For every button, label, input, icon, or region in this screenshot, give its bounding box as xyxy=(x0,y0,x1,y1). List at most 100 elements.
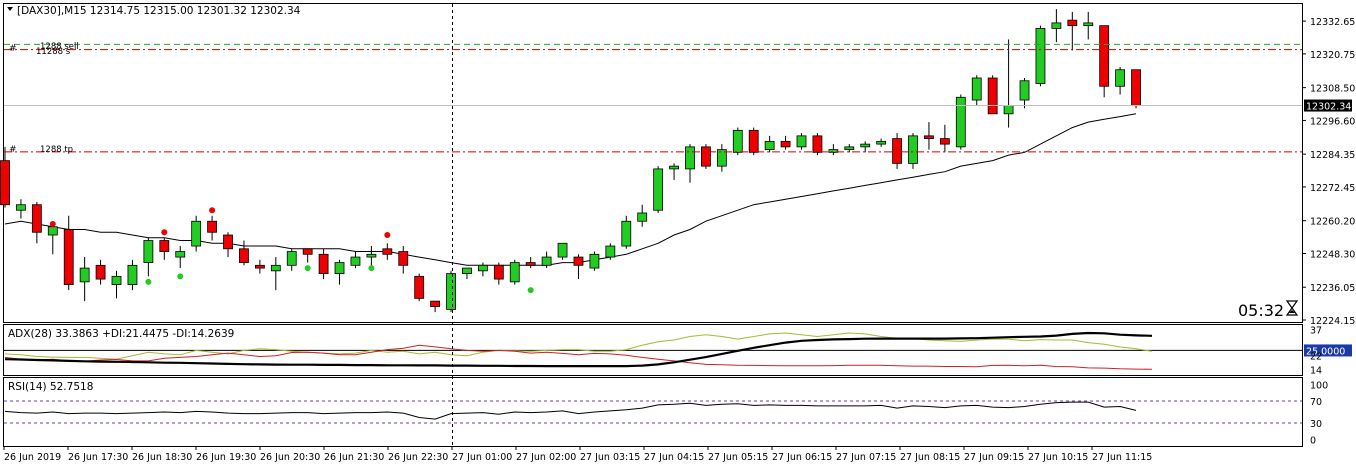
candle-body xyxy=(239,248,249,263)
time-label-7: 27 Jun 01:00 xyxy=(452,452,512,463)
candle-body xyxy=(955,96,966,148)
candle-body xyxy=(971,77,982,101)
rsi-tick-label-0: 100 xyxy=(1310,381,1328,392)
adx-tick-label-3: 14 xyxy=(1310,366,1322,377)
candle-body xyxy=(493,264,504,280)
candle-body xyxy=(398,251,409,266)
candle-body xyxy=(318,253,329,274)
candle-body xyxy=(111,275,122,286)
current-price-label: 12302.34 xyxy=(1306,102,1351,113)
adx-tick-label-2: 22 xyxy=(1310,352,1322,363)
candle-body xyxy=(892,138,902,164)
candle-body xyxy=(47,226,58,236)
price-tick-label-2: 12308.50 xyxy=(1310,84,1355,95)
time-label-5: 26 Jun 21:30 xyxy=(324,452,384,463)
current-price-badge xyxy=(1304,99,1352,112)
candle-body xyxy=(764,140,775,151)
candle-body xyxy=(254,264,265,269)
candle-body xyxy=(286,251,297,266)
candle-body xyxy=(1099,25,1110,87)
horizontal-lines-layer: 12302.34 xyxy=(4,43,1352,153)
adx-level-badge xyxy=(1304,344,1352,357)
candle-body xyxy=(462,267,472,274)
tp-line-hash: # xyxy=(9,145,17,155)
candle-body xyxy=(987,77,998,115)
time-label-4: 26 Jun 20:30 xyxy=(260,452,320,463)
adx-line xyxy=(4,331,1153,368)
time-axis-layer: 26 Jun 2019 26 Jun 17:30 26 Jun 18:30 26 Ju… xyxy=(3,446,1152,463)
time-label-8: 27 Jun 02:00 xyxy=(516,452,576,463)
candle-body xyxy=(270,264,281,272)
rsi-line xyxy=(4,401,1137,420)
price-tick-label-5: 12272.45 xyxy=(1310,183,1355,194)
candle-body xyxy=(685,146,695,170)
minus-di-line xyxy=(4,332,1153,360)
candle-body xyxy=(812,135,823,153)
buy-signal-dot xyxy=(177,273,184,280)
candle-body xyxy=(1035,28,1046,84)
rsi-tick-label-2: 30 xyxy=(1310,419,1322,430)
candle-body xyxy=(350,256,361,266)
sell-signal-dot xyxy=(209,207,216,214)
buy-signal-dot xyxy=(368,265,375,272)
candle-body xyxy=(1051,22,1062,29)
candle-body xyxy=(79,267,90,283)
time-label-16: 27 Jun 10:15 xyxy=(1028,452,1088,463)
candle-body xyxy=(191,220,202,247)
candle-body xyxy=(334,262,345,274)
candle-body xyxy=(939,138,950,145)
dropdown-triangle-icon[interactable] xyxy=(7,7,13,11)
candle-body xyxy=(382,248,393,255)
price-tick-label-7: 12248.30 xyxy=(1310,249,1355,260)
candle-body xyxy=(446,273,456,310)
time-label-0: 26 Jun 2019 xyxy=(4,452,61,463)
candle-body xyxy=(302,248,313,255)
candle-body xyxy=(732,129,743,153)
candle-body xyxy=(430,300,441,308)
sell-signal-dot xyxy=(161,229,168,236)
candle-body xyxy=(63,229,74,286)
adx-panel-header: ADX(28) 33.3863 +DI:21.4475 -DI:14.2639 xyxy=(8,328,234,340)
plus-di-line xyxy=(4,344,1153,370)
price-tick-label-1: 12320.75 xyxy=(1310,50,1355,61)
candle-body xyxy=(796,135,807,148)
buy-signal-dot xyxy=(145,278,152,285)
candles-layer xyxy=(0,9,1141,313)
candle-body xyxy=(573,256,584,266)
time-label-2: 26 Jun 18:30 xyxy=(132,452,192,463)
time-label-3: 26 Jun 19:30 xyxy=(196,452,256,463)
rsi-panel-frame xyxy=(3,377,1303,447)
candle-body xyxy=(366,253,377,258)
candle-body xyxy=(589,253,600,269)
candle-body xyxy=(557,242,568,258)
sell-signal-dot xyxy=(384,232,391,239)
candle-body xyxy=(828,149,839,153)
time-label-14: 27 Jun 08:15 xyxy=(900,452,960,463)
price-axis-layer: 12332.65 12320.75 12308.50 12296.60 12284.35… xyxy=(1302,17,1355,327)
candle-body xyxy=(31,204,42,233)
candle-body xyxy=(1019,80,1030,101)
time-label-10: 27 Jun 04:15 xyxy=(644,452,704,463)
rsi-panel-header: RSI(14) 52.7518 xyxy=(8,381,93,393)
candle-body xyxy=(653,168,664,211)
buy-signal-dot xyxy=(527,287,534,294)
price-tick-label-6: 12260.20 xyxy=(1310,217,1355,228)
time-label-1: 26 Jun 17:30 xyxy=(68,452,128,463)
candle-body xyxy=(175,251,186,258)
candle-body xyxy=(637,212,648,222)
candle-body xyxy=(509,262,520,283)
tp-line-label: 1288 tp xyxy=(40,145,73,155)
candle-body xyxy=(16,204,26,211)
candle-body xyxy=(924,135,934,140)
time-label-6: 26 Jun 22:30 xyxy=(388,452,448,463)
adx-level-label: 25.0000 xyxy=(1306,346,1345,357)
price-tick-label-8: 12236.05 xyxy=(1310,283,1355,294)
main-panel-header: [DAX30],M15 12314.75 12315.00 12301.32 1… xyxy=(17,5,301,17)
time-label-17: 27 Jun 11:15 xyxy=(1092,452,1152,463)
candle-body xyxy=(876,140,887,145)
main-panel-frame xyxy=(3,3,1303,323)
buy-signal-dot xyxy=(304,265,311,272)
candle-body xyxy=(1067,19,1078,27)
